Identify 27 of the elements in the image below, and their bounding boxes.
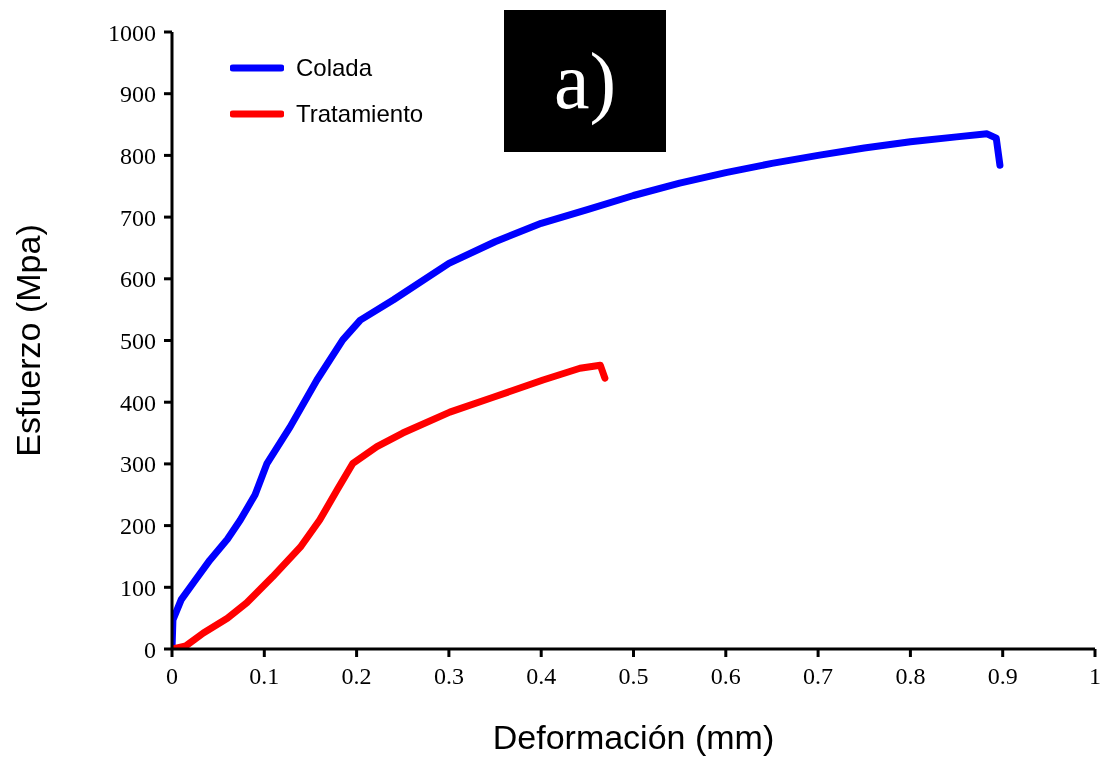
- y-tick-label: 500: [120, 328, 156, 355]
- x-tick-label: 0.5: [618, 663, 649, 690]
- y-tick-label: 900: [120, 81, 156, 108]
- y-tick-label: 600: [120, 266, 156, 293]
- y-tick-label: 700: [120, 204, 156, 231]
- legend-label: Tratamiento: [296, 100, 424, 128]
- x-tick-label: 0.7: [803, 663, 834, 690]
- x-tick-label: 0.9: [987, 663, 1018, 690]
- legend-label: Colada: [296, 54, 373, 82]
- x-axis-title: Deformación (mm): [492, 718, 775, 756]
- y-tick-label: 800: [120, 142, 156, 169]
- y-tick-label: 200: [120, 513, 156, 540]
- x-tick-label: 1: [1089, 663, 1101, 690]
- y-tick-label: 400: [120, 389, 156, 416]
- y-tick-label: 0: [144, 636, 156, 663]
- x-tick-label: 0.1: [249, 663, 280, 690]
- x-tick-label: 0.3: [433, 663, 464, 690]
- annotation: a): [504, 10, 666, 152]
- y-tick-label: 1000: [108, 19, 156, 46]
- x-tick-label: 0.6: [710, 663, 741, 690]
- y-axis-title: Esfuerzo (Mpa): [9, 224, 48, 457]
- x-tick-label: 0.2: [341, 663, 372, 690]
- x-tick-label: 0.4: [526, 663, 557, 690]
- y-tick-label: 300: [120, 451, 156, 478]
- x-tick-label: 0.8: [895, 663, 926, 690]
- x-tick-label: 0: [166, 663, 178, 690]
- y-tick-label: 100: [120, 574, 156, 601]
